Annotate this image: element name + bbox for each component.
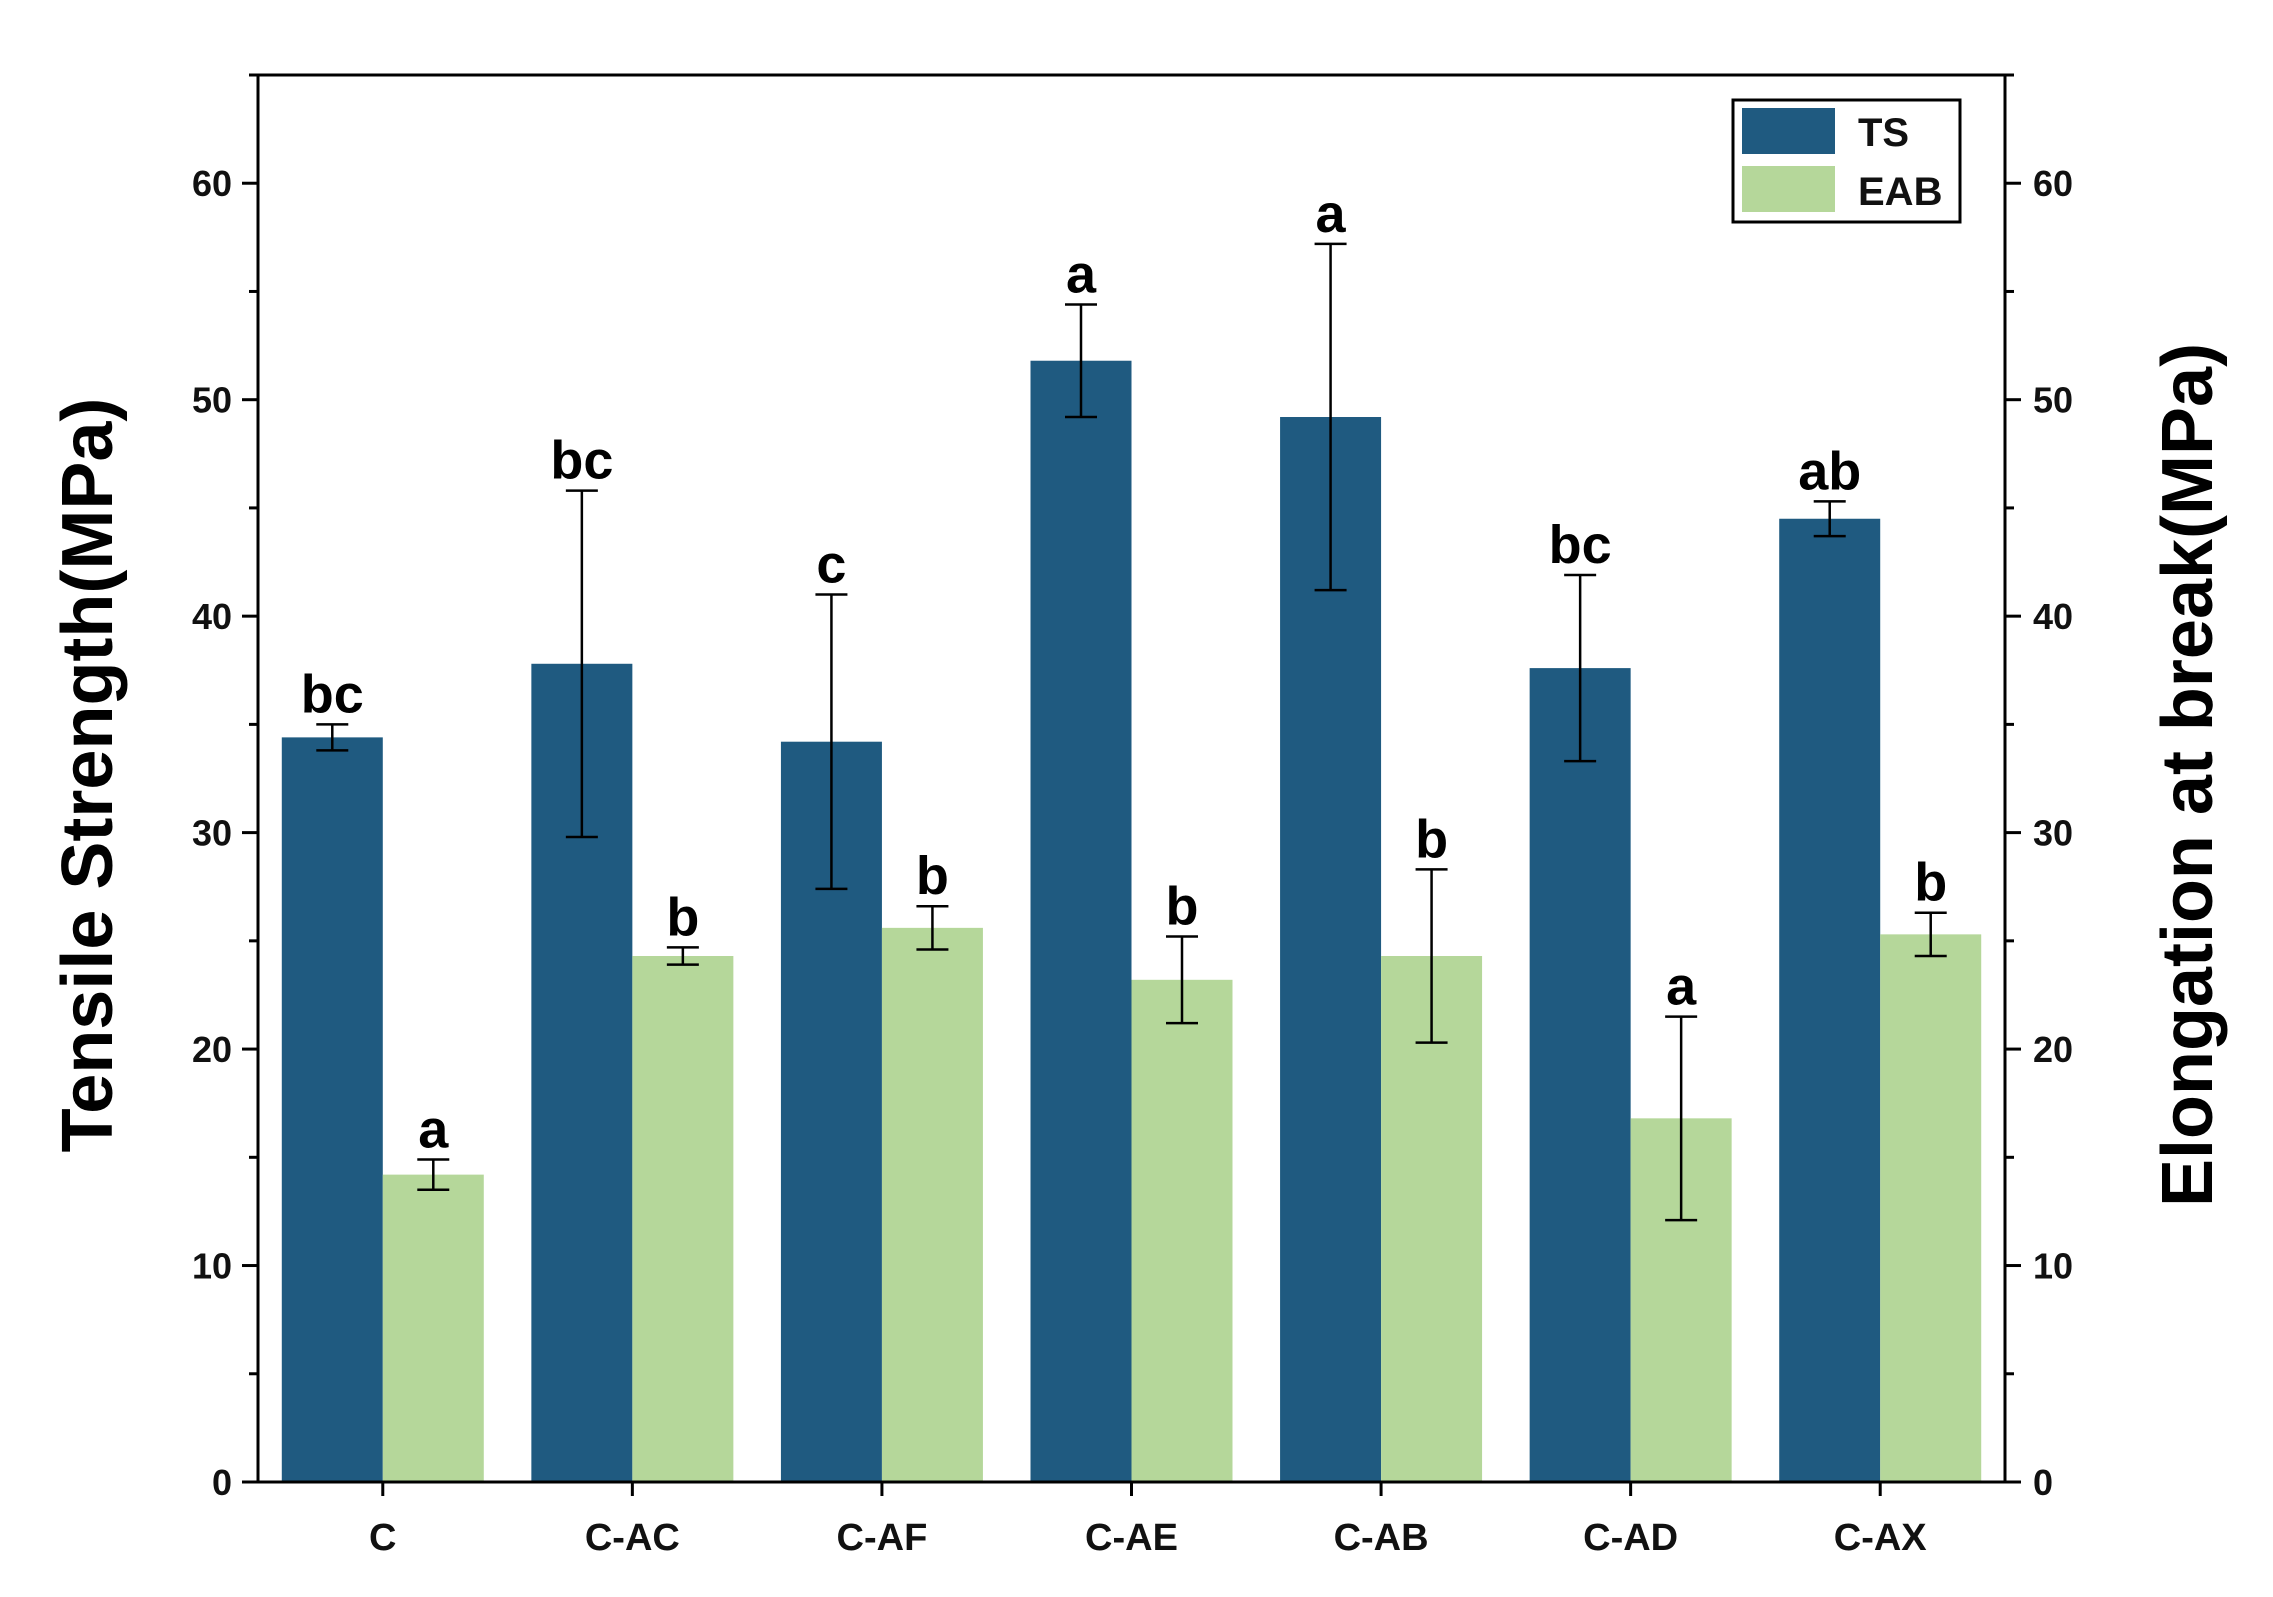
significance-label-eab-c-ab: b: [1415, 809, 1448, 869]
y-axis-title: Tensile Strength(MPa): [48, 398, 128, 1153]
bar-ts-c-ae: [1030, 360, 1132, 1482]
bar-ts-c-ad: [1529, 668, 1631, 1482]
x-tick-label-c-ax: C-AX: [1834, 1517, 1928, 1559]
significance-label-ts-c-ac: bc: [550, 431, 613, 491]
y-tick-label-40: 40: [192, 596, 232, 637]
bar-eab-c-ae: [1131, 979, 1233, 1482]
x-tick-label-c-ad: C-AD: [1583, 1517, 1678, 1559]
y2-tick-label-50: 50: [2033, 380, 2073, 421]
y-tick-label-60: 60: [192, 163, 232, 204]
plot-area: bcaCbcbC-ACcbC-AFabC-AEabC-ABbcaC-ADabbC…: [192, 73, 2073, 1559]
x-tick-label-c-af: C-AF: [837, 1517, 928, 1559]
x-tick-label-c-ae: C-AE: [1085, 1517, 1178, 1559]
x-tick-label-c: C: [369, 1517, 396, 1559]
bar-eab-c: [382, 1174, 484, 1482]
significance-label-ts-c-ax: ab: [1798, 441, 1861, 501]
y-tick-label-10: 10: [192, 1246, 232, 1287]
bar-ts-c-ax: [1779, 518, 1881, 1482]
significance-label-ts-c-ab: a: [1316, 184, 1347, 244]
significance-label-eab-c: a: [418, 1099, 449, 1159]
legend-swatch-ts: [1742, 108, 1835, 154]
y2-axis-title: Elongation at break(MPa): [2148, 343, 2228, 1207]
significance-label-eab-c-af: b: [916, 846, 949, 906]
y-tick-label-50: 50: [192, 380, 232, 421]
bar-eab-c-ax: [1880, 934, 1982, 1482]
significance-label-ts-c: bc: [301, 664, 364, 724]
legend-swatch-eab: [1742, 166, 1835, 212]
significance-label-ts-c-ae: a: [1066, 244, 1097, 304]
y2-tick-label-30: 30: [2033, 813, 2073, 854]
significance-label-eab-c-ax: b: [1914, 853, 1947, 913]
significance-label-ts-c-ad: bc: [1549, 515, 1612, 575]
x-tick-label-c-ab: C-AB: [1334, 1517, 1429, 1559]
legend-label-eab: EAB: [1858, 170, 1942, 214]
y-tick-label-20: 20: [192, 1029, 232, 1070]
y-tick-label-0: 0: [212, 1462, 232, 1503]
y2-tick-label-20: 20: [2033, 1029, 2073, 1070]
x-tick-label-c-ac: C-AC: [585, 1517, 680, 1559]
y2-tick-label-60: 60: [2033, 163, 2073, 204]
significance-label-ts-c-af: c: [816, 535, 846, 595]
legend-label-ts: TS: [1858, 111, 1909, 155]
bar-ts-c-ab: [1280, 417, 1382, 1482]
y2-tick-label-10: 10: [2033, 1246, 2073, 1287]
bar-eab-c-ac: [632, 955, 734, 1482]
bar-ts-c: [281, 737, 383, 1482]
significance-label-eab-c-ac: b: [666, 887, 699, 947]
significance-label-eab-c-ae: b: [1166, 877, 1199, 937]
y2-tick-label-40: 40: [2033, 596, 2073, 637]
y-tick-label-30: 30: [192, 813, 232, 854]
legend: TS EAB: [1731, 98, 1962, 224]
significance-label-eab-c-ad: a: [1666, 957, 1697, 1017]
bar-eab-c-af: [881, 927, 983, 1482]
y2-tick-label-0: 0: [2033, 1462, 2053, 1503]
